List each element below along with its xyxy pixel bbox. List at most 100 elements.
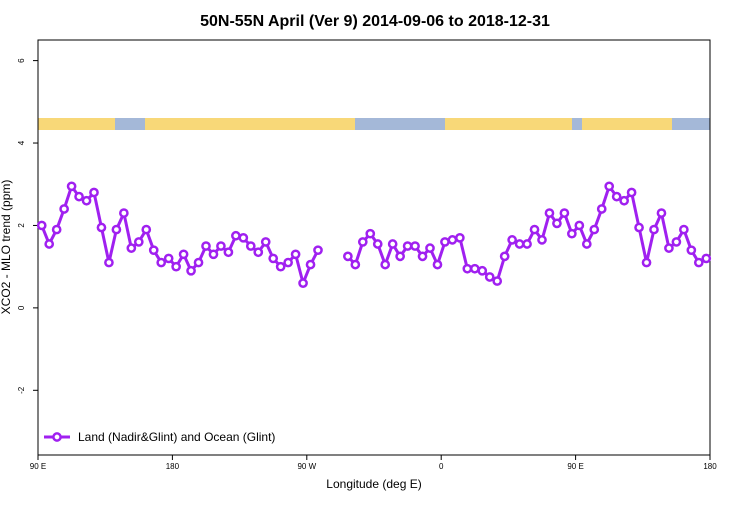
- land-band: [38, 118, 115, 130]
- data-point: [343, 251, 353, 262]
- data-point: [492, 276, 503, 286]
- data-point: [596, 204, 607, 214]
- data-point: [552, 218, 562, 229]
- y-axis-label: XCO2 - MLO trend (ppm): [0, 180, 13, 315]
- data-point: [96, 222, 107, 233]
- data-point: [216, 241, 226, 251]
- data-point: [559, 208, 570, 218]
- data-point: [649, 224, 659, 235]
- x-tick-label: 180: [703, 462, 717, 471]
- data-point: [619, 195, 629, 206]
- data-point: [701, 253, 712, 264]
- data-point: [171, 261, 181, 272]
- data-point: [529, 224, 540, 235]
- data-point: [238, 232, 249, 243]
- data-point: [201, 241, 211, 251]
- data-point: [66, 181, 77, 192]
- data-point: [111, 224, 122, 235]
- data-point: [574, 220, 585, 231]
- data-point: [59, 204, 69, 214]
- data-point: [462, 263, 473, 274]
- data-point: [74, 191, 84, 202]
- data-point: [514, 239, 525, 249]
- y-tick-label: -2: [17, 386, 26, 394]
- data-point: [36, 220, 47, 231]
- data-point: [283, 257, 293, 268]
- data-point: [245, 241, 256, 251]
- data-point: [119, 208, 129, 218]
- data-point: [193, 257, 204, 268]
- data-point: [679, 224, 689, 235]
- data-point: [693, 257, 704, 268]
- data-point: [477, 265, 488, 276]
- data-point: [126, 243, 137, 253]
- data-point: [365, 228, 376, 239]
- data-point: [581, 239, 592, 249]
- land-band: [445, 118, 572, 130]
- data-point: [499, 251, 510, 262]
- x-tick-label: 0: [439, 462, 444, 471]
- data-point: [410, 241, 420, 251]
- data-point: [522, 239, 532, 249]
- data-point: [208, 249, 219, 260]
- data-point: [156, 257, 167, 268]
- data-point: [178, 249, 189, 260]
- data-point: [440, 237, 450, 247]
- data-point: [44, 239, 55, 249]
- data-point: [417, 251, 428, 262]
- data-point: [380, 259, 391, 270]
- data-point: [447, 235, 458, 245]
- data-point: [260, 237, 271, 247]
- data-point: [133, 237, 144, 247]
- data-point: [290, 249, 301, 260]
- data-point: [507, 235, 517, 245]
- data-point: [634, 222, 644, 233]
- data-point: [81, 195, 92, 206]
- plot-frame: [37, 39, 711, 456]
- land-ocean-band: [38, 118, 710, 130]
- data-point: [537, 235, 547, 245]
- data-point: [148, 245, 159, 256]
- data-point: [231, 230, 241, 241]
- x-tick-label: 90 E: [567, 462, 583, 471]
- data-point: [387, 239, 398, 249]
- data-point: [455, 232, 465, 243]
- y-tick-label: 4: [17, 140, 26, 145]
- data-point: [402, 241, 413, 251]
- data-point: [686, 245, 697, 256]
- data-point: [432, 259, 443, 270]
- data-point: [268, 253, 279, 264]
- data-point: [395, 251, 405, 262]
- x-tick-label: 180: [166, 462, 180, 471]
- data-point: [186, 265, 196, 276]
- x-tick-label: 90 W: [297, 462, 316, 471]
- data-point: [641, 257, 652, 268]
- y-tick-label: 2: [17, 223, 26, 228]
- data-point: [589, 224, 600, 235]
- x-tick-label: 90 E: [30, 462, 46, 471]
- y-tick-label: 0: [17, 305, 26, 310]
- land-band: [582, 118, 672, 130]
- y-tick-label: 6: [17, 58, 26, 63]
- data-point: [544, 208, 555, 218]
- data-point: [253, 247, 264, 258]
- data-point: [275, 261, 286, 272]
- data-point: [163, 253, 174, 264]
- data-point: [484, 272, 495, 282]
- data-point: [604, 181, 615, 192]
- data-point: [611, 191, 622, 202]
- data-point: [141, 224, 152, 235]
- data-point: [350, 259, 361, 270]
- data-point: [313, 245, 323, 256]
- x-axis-label: Longitude (deg E): [326, 477, 421, 491]
- data-point: [298, 278, 308, 288]
- data-point: [305, 259, 316, 270]
- data-point: [372, 239, 383, 249]
- data-point: [671, 237, 682, 247]
- land-band: [145, 118, 355, 130]
- chart-title: 50N-55N April (Ver 9) 2014-09-06 to 2018…: [200, 13, 550, 30]
- data-point: [656, 208, 667, 218]
- data-point: [567, 228, 577, 239]
- data-point: [223, 247, 234, 258]
